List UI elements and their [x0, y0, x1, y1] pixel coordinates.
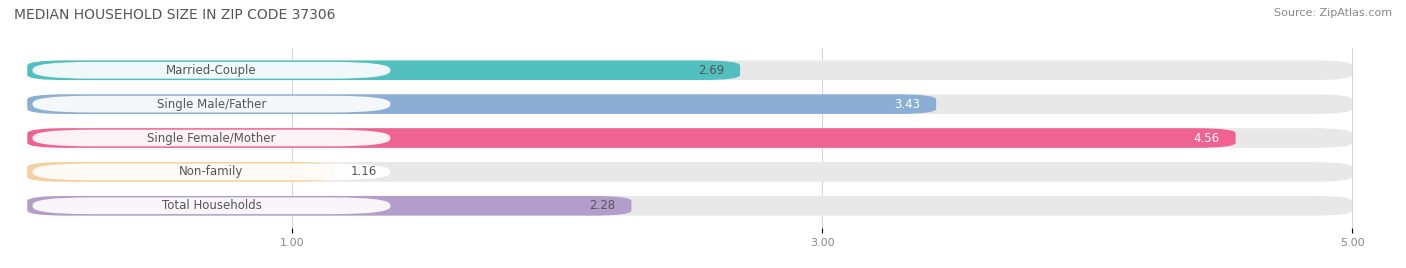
- Text: Single Female/Mother: Single Female/Mother: [148, 132, 276, 144]
- Text: Married-Couple: Married-Couple: [166, 64, 257, 77]
- FancyBboxPatch shape: [32, 130, 391, 146]
- FancyBboxPatch shape: [27, 61, 740, 80]
- Text: Source: ZipAtlas.com: Source: ZipAtlas.com: [1274, 8, 1392, 18]
- FancyBboxPatch shape: [32, 198, 391, 214]
- Text: 4.56: 4.56: [1194, 132, 1219, 144]
- Text: 2.69: 2.69: [697, 64, 724, 77]
- FancyBboxPatch shape: [27, 162, 1353, 182]
- FancyBboxPatch shape: [27, 196, 631, 215]
- FancyBboxPatch shape: [27, 196, 1353, 215]
- FancyBboxPatch shape: [27, 128, 1353, 148]
- FancyBboxPatch shape: [27, 61, 1353, 80]
- Text: MEDIAN HOUSEHOLD SIZE IN ZIP CODE 37306: MEDIAN HOUSEHOLD SIZE IN ZIP CODE 37306: [14, 8, 336, 22]
- Text: 1.16: 1.16: [350, 165, 377, 178]
- Text: Non-family: Non-family: [180, 165, 243, 178]
- FancyBboxPatch shape: [32, 96, 391, 113]
- Text: 3.43: 3.43: [894, 98, 921, 111]
- FancyBboxPatch shape: [27, 128, 1236, 148]
- FancyBboxPatch shape: [27, 162, 335, 182]
- FancyBboxPatch shape: [32, 163, 391, 180]
- Text: 2.28: 2.28: [589, 199, 616, 212]
- Text: Total Households: Total Households: [162, 199, 262, 212]
- FancyBboxPatch shape: [32, 62, 391, 79]
- Text: Single Male/Father: Single Male/Father: [157, 98, 266, 111]
- FancyBboxPatch shape: [27, 94, 936, 114]
- FancyBboxPatch shape: [27, 94, 1353, 114]
